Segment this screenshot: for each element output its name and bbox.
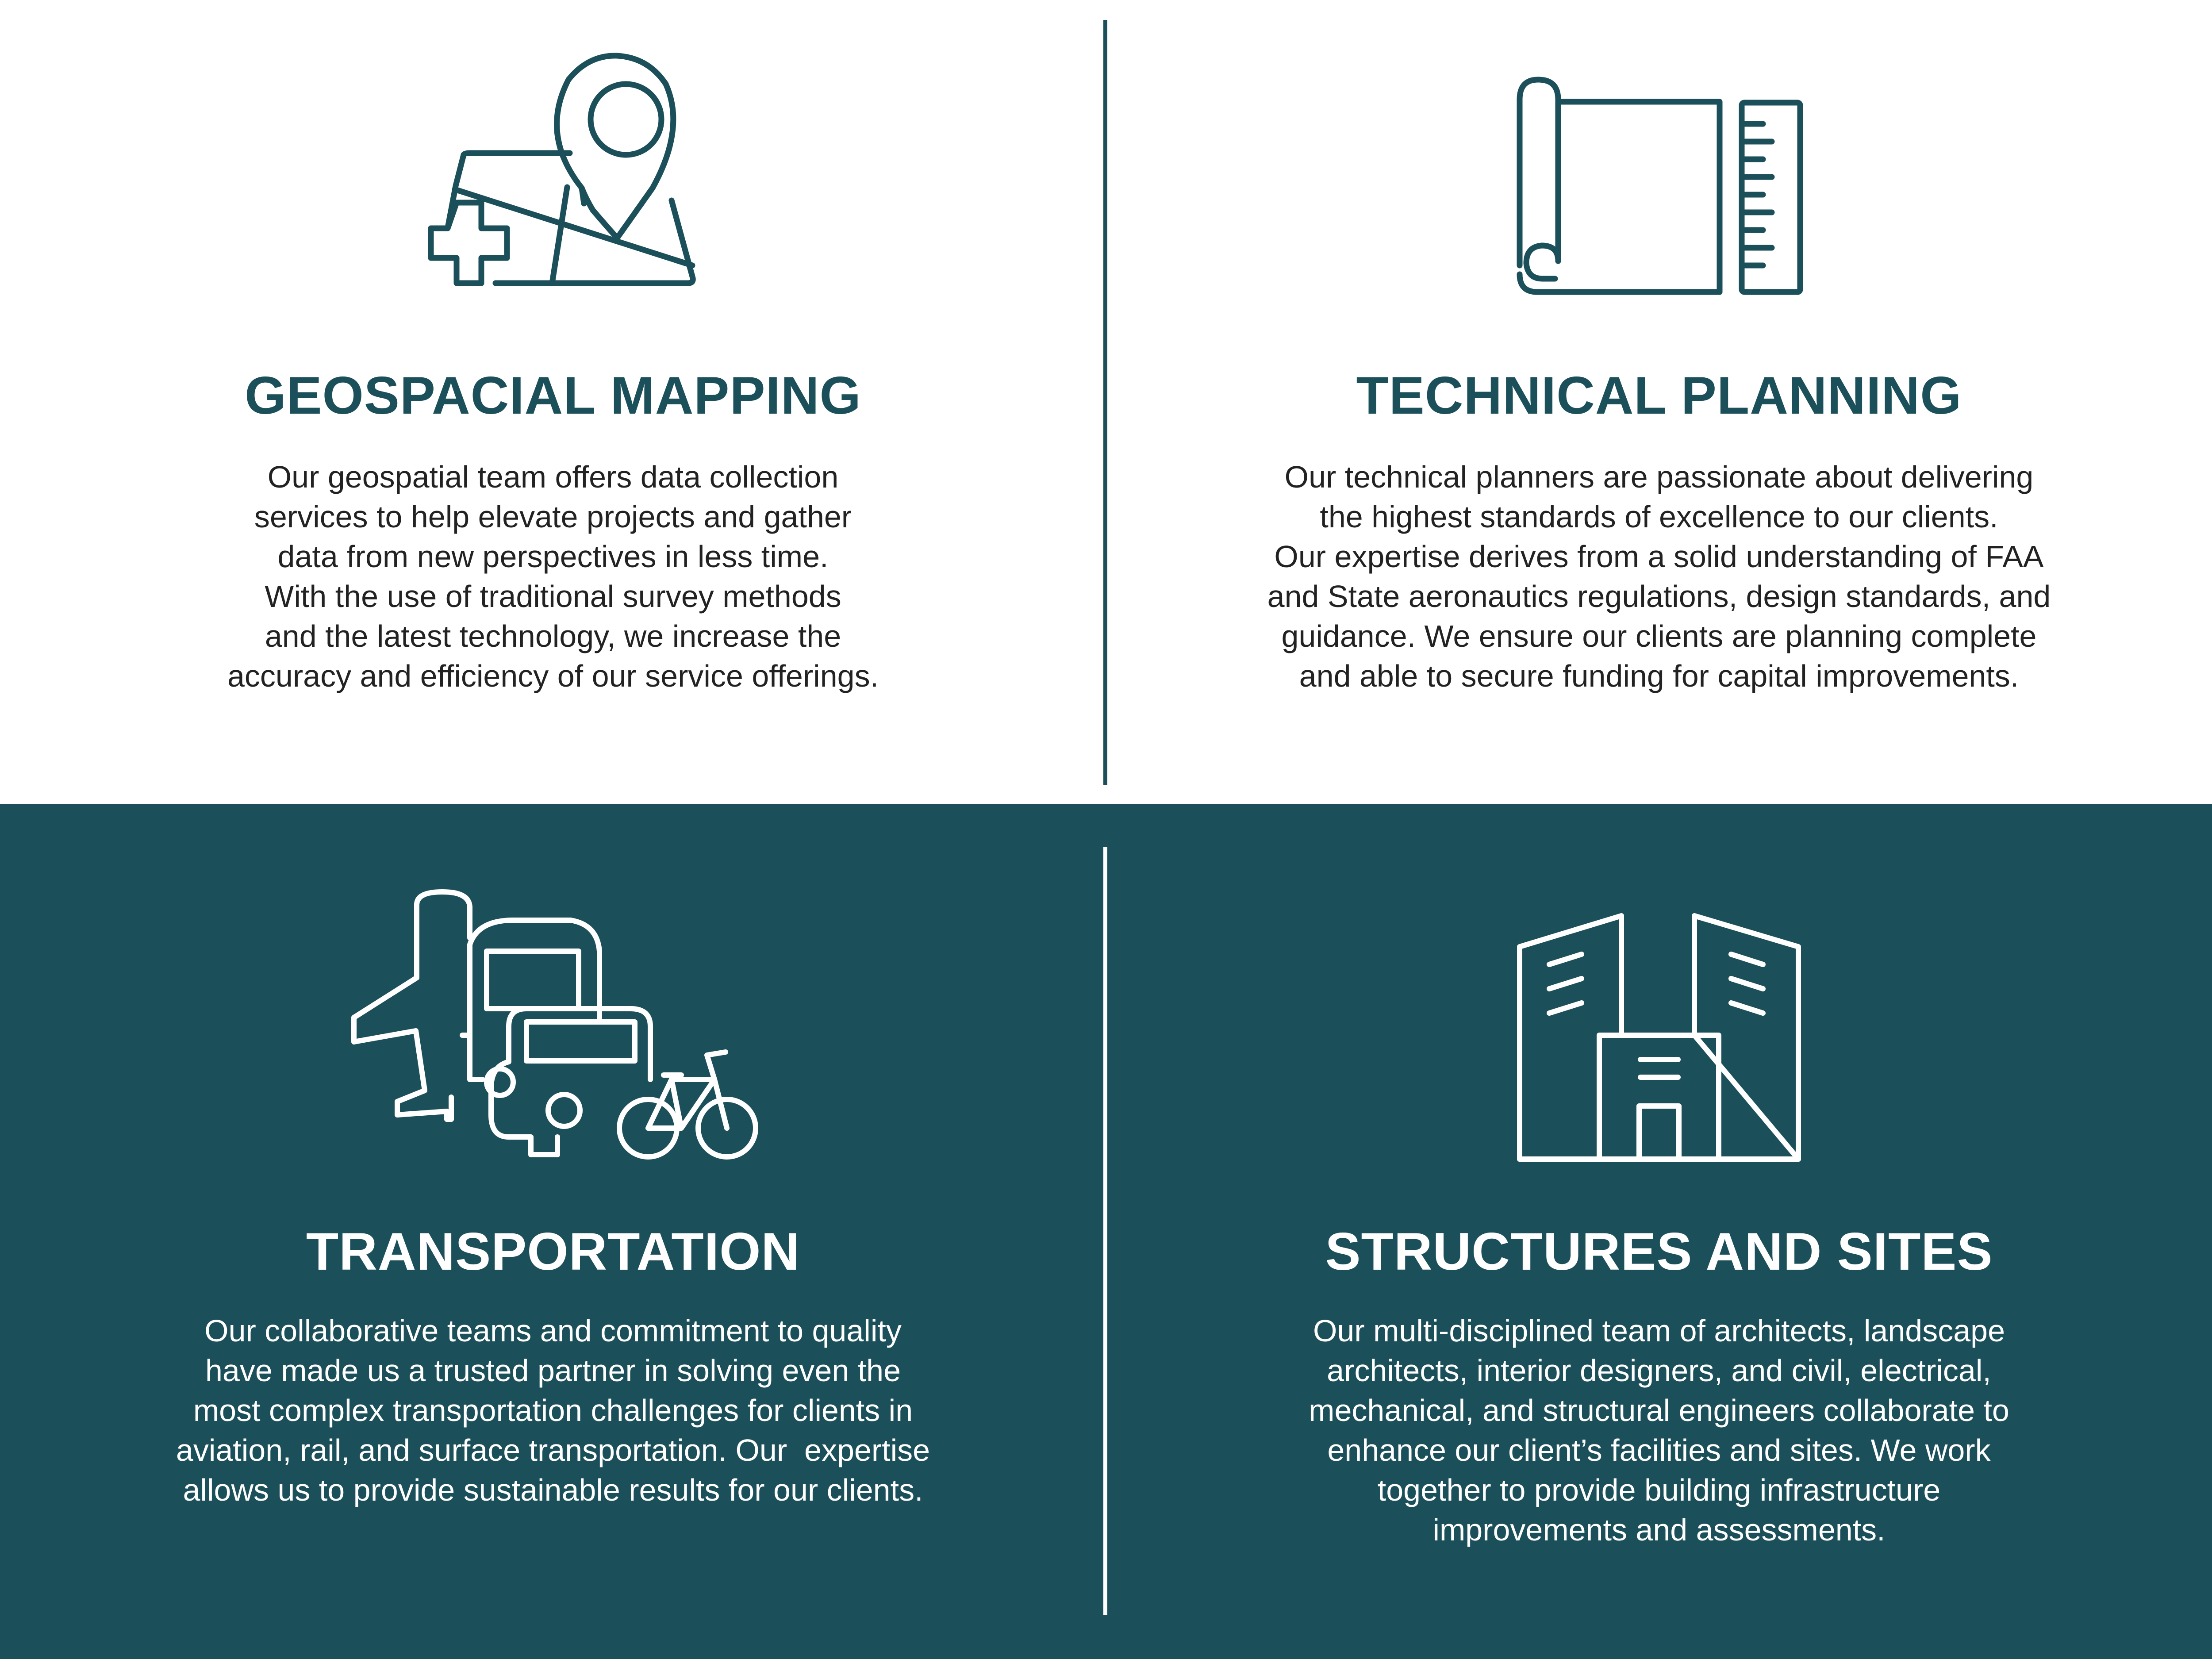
description-line: Our expertise derives from a solid under… <box>1274 539 2044 574</box>
vertical-divider-bottom <box>1103 847 1107 1615</box>
map-pin-plus-icon <box>407 53 699 323</box>
description-line: enhance our client’s facilities and site… <box>1327 1433 1991 1467</box>
description-line: improvements and assessments. <box>1432 1513 1886 1547</box>
description-line: mechanical, and structural engineers col… <box>1309 1393 2009 1428</box>
description-line: With the use of traditional survey metho… <box>265 579 841 614</box>
transportation-vehicles-icon <box>345 889 765 1172</box>
section-description: Our collaborative teams and commitment t… <box>44 1311 1062 1510</box>
section-title: STRUCTURES AND SITES <box>1325 1222 1993 1281</box>
section-description: Our technical planners are passionate ab… <box>1150 457 2168 696</box>
section-title: TECHNICAL PLANNING <box>1356 366 1962 425</box>
description-line: services to help elevate projects and ga… <box>254 499 852 534</box>
section-title: TRANSPORTATION <box>306 1222 800 1281</box>
description-line: the highest standards of excellence to o… <box>1320 499 1998 534</box>
description-line: Our collaborative teams and commitment t… <box>204 1313 902 1348</box>
description-line: aviation, rail, and surface transportati… <box>176 1433 930 1467</box>
description-line: and able to secure funding for capital i… <box>1299 659 2019 693</box>
description-line: and State aeronautics regulations, desig… <box>1267 579 2051 614</box>
description-line: Our geospatial team offers data collecti… <box>267 460 839 494</box>
description-line: most complex transportation challenges f… <box>193 1393 913 1428</box>
buildings-icon <box>1515 911 1803 1164</box>
description-line: data from new perspectives in less time. <box>277 539 829 574</box>
blueprint-ruler-icon <box>1515 75 1807 296</box>
description-line: accuracy and efficiency of our service o… <box>227 659 879 693</box>
section-title: GEOSPACIAL MAPPING <box>245 366 861 425</box>
vertical-divider-top <box>1103 20 1107 785</box>
description-line: Our multi-disciplined team of architects… <box>1313 1313 2005 1348</box>
description-line: guidance. We ensure our clients are plan… <box>1281 619 2037 653</box>
description-line: have made us a trusted partner in solvin… <box>205 1353 901 1388</box>
section-description: Our multi-disciplined team of architects… <box>1150 1311 2168 1550</box>
description-line: together to provide building infrastruct… <box>1377 1473 1941 1507</box>
description-line: and the latest technology, we increase t… <box>265 619 841 653</box>
section-description: Our geospatial team offers data collecti… <box>44 457 1062 696</box>
description-line: Our technical planners are passionate ab… <box>1284 460 2034 494</box>
description-line: allows us to provide sustainable results… <box>183 1473 923 1507</box>
description-line: architects, interior designers, and civi… <box>1327 1353 1991 1388</box>
